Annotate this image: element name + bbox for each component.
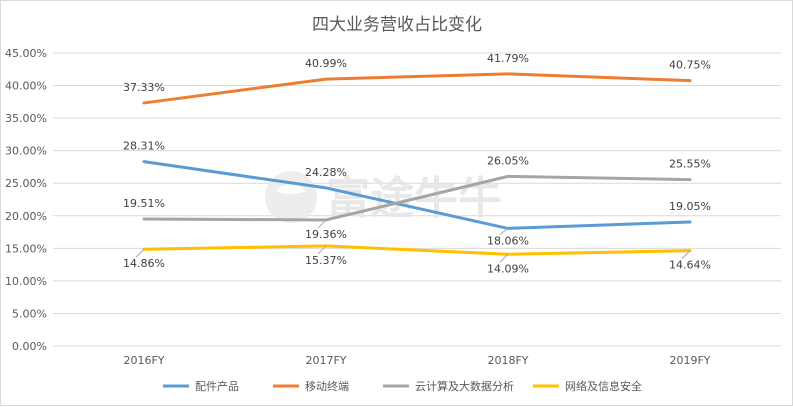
- legend-label: 网络及信息安全: [565, 379, 642, 393]
- data-label: 19.36%: [305, 228, 347, 241]
- y-axis: 0.00% 5.00% 10.00% 15.00% 20.00% 25.00% 30.00%…: [5, 47, 47, 353]
- y-tick-label: 10.00%: [5, 275, 47, 288]
- data-label: 41.79%: [487, 52, 529, 65]
- data-label: 26.05%: [487, 154, 529, 167]
- y-tick-label: 25.00%: [5, 177, 47, 190]
- y-tick-label: 40.00%: [5, 80, 47, 93]
- x-axis: 2016FY 2017FY 2018FY 2019FY: [123, 354, 710, 367]
- x-tick-label: 2016FY: [123, 354, 164, 367]
- watermark-logo: 富途牛牛: [265, 171, 502, 224]
- legend-label: 配件产品: [195, 379, 239, 393]
- y-tick-label: 15.00%: [5, 242, 47, 255]
- data-label: 28.31%: [123, 140, 165, 153]
- label-leader-line: [681, 250, 691, 260]
- y-tick-label: 30.00%: [5, 145, 47, 158]
- y-tick-label: 35.00%: [5, 112, 47, 125]
- label-leader-line: [135, 248, 145, 258]
- legend-label: 云计算及大数据分析: [415, 379, 514, 393]
- series-line: [142, 160, 692, 230]
- x-tick-label: 2019FY: [669, 354, 710, 367]
- data-label: 19.05%: [669, 200, 711, 213]
- series-line: [142, 244, 692, 256]
- series-line: [142, 174, 692, 222]
- label-leader-line: [317, 245, 327, 255]
- y-tick-label: 5.00%: [12, 307, 47, 320]
- label-leader-line: [499, 228, 509, 235]
- data-label: 19.51%: [123, 197, 165, 210]
- label-leader-line: [317, 219, 327, 229]
- legend: 配件产品 移动终端 云计算及大数据分析 网络及信息安全: [163, 379, 642, 393]
- data-label: 25.55%: [669, 158, 711, 171]
- series-line: [142, 72, 692, 105]
- data-label: 18.06%: [487, 234, 529, 247]
- data-label: 40.99%: [305, 57, 347, 70]
- legend-label: 移动终端: [305, 379, 349, 393]
- data-label: 15.37%: [305, 254, 347, 267]
- data-label: 14.86%: [123, 257, 165, 270]
- label-leader-line: [499, 253, 509, 263]
- series-lines: [142, 72, 692, 256]
- x-tick-label: 2018FY: [487, 354, 528, 367]
- data-labels: 28.31% 24.28% 18.06% 19.05% 37.33% 40.99% 41.7…: [123, 52, 711, 275]
- data-label: 37.33%: [123, 81, 165, 94]
- y-tick-label: 0.00%: [12, 340, 47, 353]
- data-label: 40.75%: [669, 59, 711, 72]
- data-label: 14.64%: [669, 259, 711, 272]
- y-tick-label: 45.00%: [5, 47, 47, 60]
- y-tick-label: 20.00%: [5, 210, 47, 223]
- data-label: 24.28%: [305, 166, 347, 179]
- chart-title: 四大业务营收占比变化: [312, 15, 482, 35]
- x-tick-label: 2017FY: [305, 354, 346, 367]
- data-label: 14.09%: [487, 262, 529, 275]
